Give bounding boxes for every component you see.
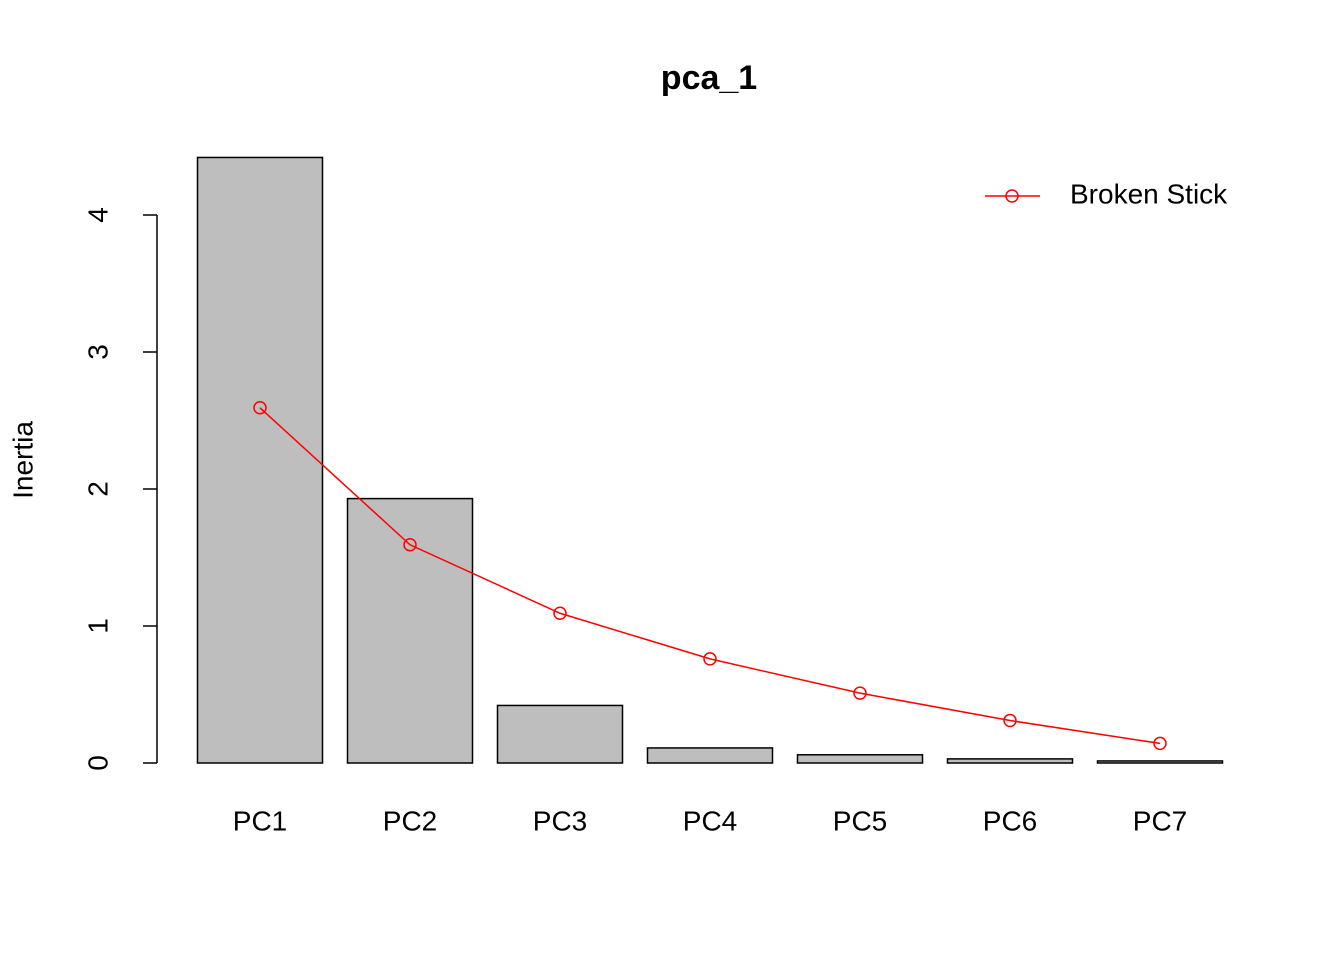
bar: [496, 704, 624, 764]
legend-label: Broken Stick: [1070, 178, 1228, 209]
y-tick-label: 2: [82, 481, 113, 497]
legend-marker: [1005, 189, 1019, 203]
line: [259, 407, 1161, 745]
line-point: [253, 401, 267, 415]
line-point: [853, 686, 867, 700]
line-point: [1153, 736, 1167, 751]
x-tick-label: PC7: [1133, 805, 1187, 836]
bar: [1096, 760, 1224, 764]
y-tick-label: 0: [82, 755, 113, 771]
line-point: [403, 538, 417, 552]
line-point: [1003, 713, 1017, 728]
y-tick-label: 4: [82, 207, 113, 223]
x-tick-label: PC4: [683, 805, 737, 836]
y-tick-label: 1: [82, 618, 113, 634]
bar: [346, 497, 474, 764]
x-tick-label: PC1: [233, 805, 287, 836]
line-point: [703, 652, 717, 666]
bar: [646, 747, 774, 764]
x-tick-label: PC5: [833, 805, 887, 836]
chart-title: pca_1: [661, 59, 757, 97]
x-tick-label: PC3: [533, 805, 587, 836]
x-tick-label: PC6: [983, 805, 1037, 836]
y-tick-label: 3: [82, 344, 113, 360]
bar: [196, 156, 324, 764]
line-point: [553, 606, 567, 621]
bar: [946, 758, 1074, 764]
y-axis-label: Inertia: [7, 421, 38, 499]
bar: [796, 754, 924, 764]
x-tick-label: PC2: [383, 805, 437, 836]
